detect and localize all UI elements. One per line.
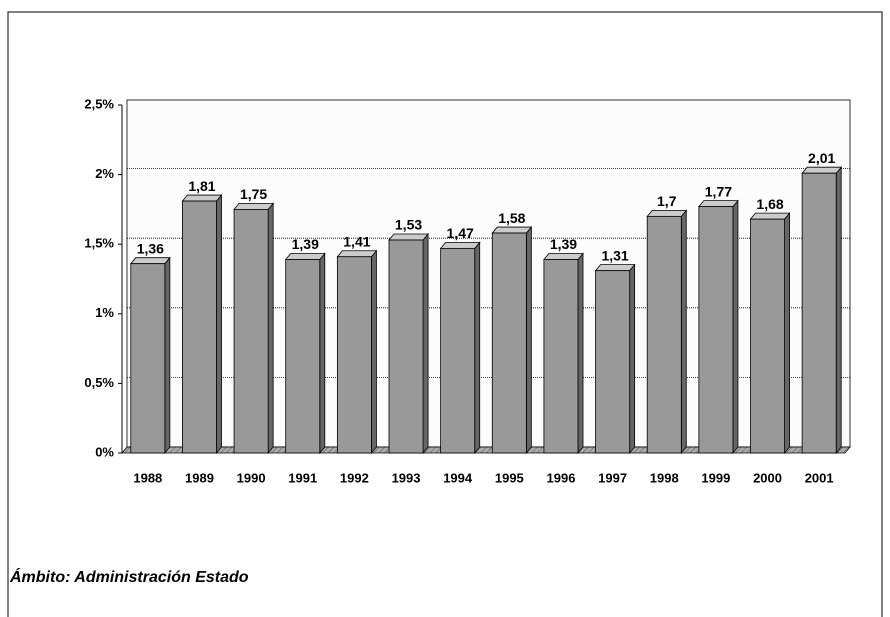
bar [543, 259, 579, 454]
x-tick-label: 1989 [185, 470, 214, 485]
x-tick-label: 2001 [805, 470, 834, 485]
x-tick-label: 1999 [701, 470, 730, 485]
bar-top [801, 166, 843, 174]
bar [750, 218, 785, 454]
bar-top [491, 226, 533, 234]
y-tick-label: 0% [95, 444, 114, 459]
x-tick-label: 1995 [495, 470, 524, 485]
bar-side [422, 232, 429, 455]
bar-top [181, 194, 223, 202]
bar-top [129, 257, 171, 265]
y-tick-label: 1,5% [84, 236, 114, 251]
data-label: 1,39 [550, 236, 577, 252]
bar-top [336, 250, 378, 258]
data-label: 1,58 [498, 210, 525, 226]
bar-top [284, 253, 326, 260]
bar-side [835, 166, 842, 455]
data-label: 1,68 [756, 196, 783, 212]
data-label: 1,39 [292, 236, 319, 252]
bar [698, 206, 734, 454]
x-tick-label: 1988 [133, 470, 162, 485]
data-label: 1,47 [447, 225, 474, 241]
bar-side [629, 263, 636, 455]
bar-side [680, 209, 687, 455]
x-tick-label: 1993 [392, 470, 421, 485]
x-tick-label: 1994 [443, 470, 473, 485]
bar-top [697, 200, 739, 208]
bar [130, 263, 166, 454]
bar-top [646, 209, 688, 217]
bar-side [216, 193, 222, 455]
bar [285, 259, 321, 454]
bar-side [474, 241, 481, 455]
data-label: 1,75 [240, 186, 267, 202]
bar [440, 247, 476, 454]
x-tick-label: 1991 [288, 470, 317, 485]
bar-side [577, 252, 584, 455]
bar [801, 172, 837, 454]
data-label: 1,31 [601, 247, 628, 263]
bar-side [371, 249, 377, 455]
x-tick-label: 1997 [598, 470, 627, 485]
bar-side [732, 199, 739, 455]
y-tick-label: 2,5% [84, 96, 114, 111]
bar [233, 208, 269, 454]
x-tick-label: 1992 [340, 470, 369, 485]
x-tick-label: 2000 [753, 470, 782, 485]
x-tick-label: 1990 [237, 470, 266, 485]
bar-side [164, 256, 171, 455]
bar-side [267, 202, 274, 455]
y-tick-label: 0,5% [84, 375, 114, 390]
bar-top [388, 233, 429, 241]
bar [491, 232, 527, 454]
y-tick-label: 2% [95, 166, 114, 181]
x-tick-label: 1998 [650, 470, 679, 485]
bar-top [233, 202, 275, 210]
bar-side [525, 225, 532, 455]
frame [7, 11, 883, 617]
data-label: 1,41 [343, 233, 370, 249]
bar-top [439, 241, 481, 249]
bar-top [543, 253, 584, 260]
annotation: Ámbito: Administración Estado [9, 567, 249, 586]
data-label: 1,53 [395, 217, 422, 233]
bar [388, 239, 424, 454]
data-label: 1,7 [657, 193, 677, 209]
floor [121, 446, 851, 454]
bar [182, 200, 217, 454]
bar [336, 256, 372, 454]
bar-side [784, 212, 790, 455]
bar [646, 215, 682, 454]
x-tick-label: 1996 [547, 470, 576, 485]
data-label: 1,77 [705, 183, 732, 199]
bar-top [594, 264, 636, 272]
data-label: 1,36 [137, 240, 164, 256]
data-label: 1,81 [188, 178, 215, 194]
data-label: 2,01 [808, 150, 835, 166]
y-tick-label: 1% [95, 305, 114, 320]
bar-top [749, 212, 791, 220]
bar-side [319, 252, 326, 455]
bar [595, 270, 631, 454]
